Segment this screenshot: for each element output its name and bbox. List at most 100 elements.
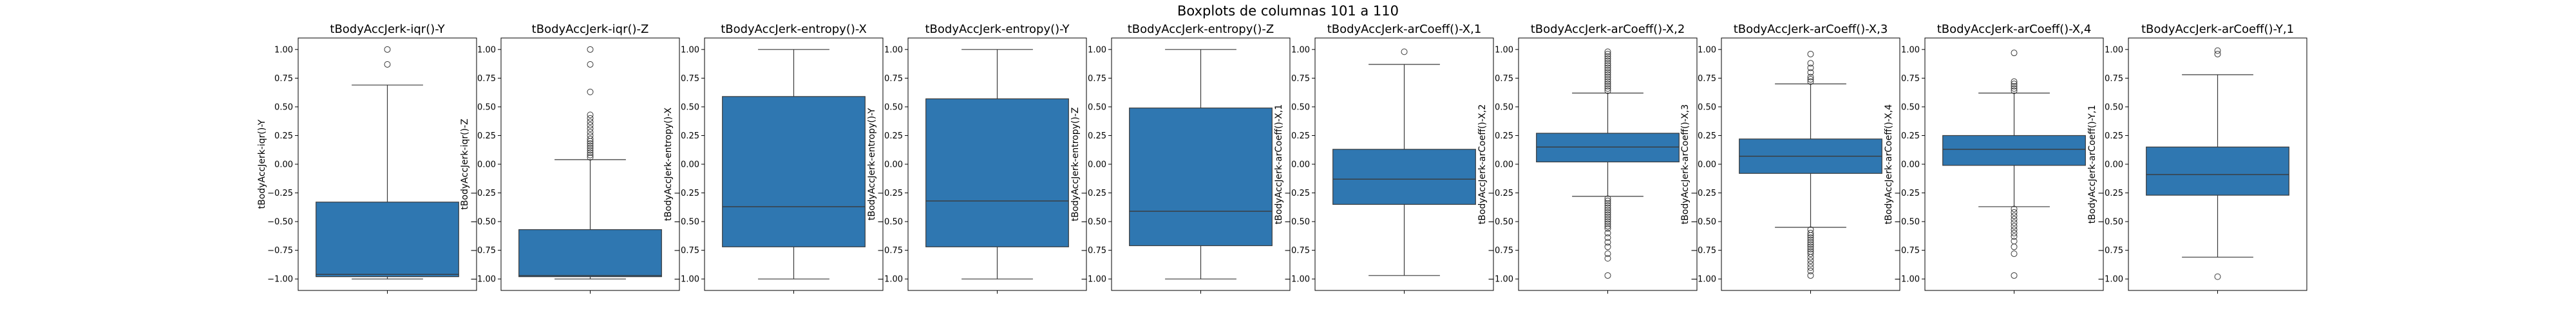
outlier-point bbox=[1604, 216, 1611, 223]
y-tick-label: −0.50 bbox=[470, 218, 496, 227]
outlier-point bbox=[2011, 223, 2018, 230]
outlier-point bbox=[1604, 202, 1611, 209]
y-tick-label: 0.25 bbox=[681, 131, 699, 141]
outlier-point bbox=[1604, 239, 1611, 246]
outlier-point bbox=[587, 142, 594, 149]
outlier-point bbox=[587, 135, 594, 142]
y-tick-label: −0.25 bbox=[877, 189, 903, 198]
outlier-point bbox=[1807, 232, 1814, 239]
outlier-point bbox=[587, 61, 594, 68]
y-tick-label: 0.00 bbox=[1088, 160, 1106, 170]
outlier-point bbox=[1807, 73, 1814, 80]
outlier-point bbox=[1604, 209, 1611, 216]
outlier-point bbox=[2011, 243, 2018, 251]
panel-title: tBodyAccJerk-arCoeff()-X,2 bbox=[1531, 23, 1685, 36]
y-tick-label: 0.75 bbox=[1291, 74, 1310, 84]
outlier-point bbox=[2011, 226, 2018, 233]
outlier-point bbox=[1807, 78, 1814, 85]
iqr-box bbox=[1942, 135, 2086, 166]
outlier-point bbox=[2011, 272, 2018, 279]
y-tick-label: 0.00 bbox=[1291, 160, 1310, 170]
panel-3: tBodyAccJerk-entropy()-X tBodyAccJerk-ent… bbox=[663, 23, 884, 294]
y-tick-label: −0.25 bbox=[1284, 189, 1310, 198]
outlier-point bbox=[1604, 78, 1611, 85]
y-axis-label: tBodyAccJerk-arCoeff()-X,4 bbox=[1884, 104, 1894, 224]
outlier-point bbox=[1807, 229, 1814, 236]
y-tick-label: 1.00 bbox=[681, 45, 699, 55]
y-tick-label: 0.75 bbox=[1698, 74, 1716, 84]
outlier-point bbox=[587, 145, 594, 152]
outlier-point bbox=[2011, 213, 2018, 220]
plot-frame bbox=[1314, 37, 1494, 291]
panel-4: tBodyAccJerk-entropy()-Y tBodyAccJerk-ent… bbox=[867, 23, 1087, 294]
outlier-point bbox=[384, 46, 391, 53]
y-tick-label: 0.25 bbox=[884, 131, 903, 141]
y-tick-label: 0.50 bbox=[1495, 102, 1513, 112]
plot-frame bbox=[1924, 37, 2104, 291]
outlier-point bbox=[587, 111, 594, 118]
outlier-point bbox=[1604, 204, 1611, 211]
y-axis-label: tBodyAccJerk-iqr()-Y bbox=[257, 119, 267, 209]
outlier-point bbox=[1604, 71, 1611, 79]
y-tick-label: −1.00 bbox=[877, 275, 903, 285]
outlier-point bbox=[2011, 78, 2018, 85]
outlier-point bbox=[1604, 255, 1611, 262]
y-tick-label: −0.25 bbox=[674, 189, 699, 198]
panel-2: tBodyAccJerk-iqr()-Z tBodyAccJerk-iqr()-Z… bbox=[460, 23, 680, 294]
y-axis-label: tBodyAccJerk-entropy()-Z bbox=[1070, 108, 1081, 222]
outlier-point bbox=[1807, 236, 1814, 243]
outlier-point bbox=[1604, 195, 1611, 202]
outlier-point bbox=[2011, 219, 2018, 226]
y-tick-label: −0.25 bbox=[2098, 189, 2123, 198]
y-axis-label: tBodyAccJerk-iqr()-Z bbox=[460, 118, 470, 209]
y-tick-label: 0.50 bbox=[1088, 102, 1106, 112]
y-tick-label: 0.75 bbox=[884, 74, 903, 84]
iqr-box bbox=[1129, 108, 1273, 247]
y-tick-label: −0.25 bbox=[1690, 189, 1716, 198]
plot-frame bbox=[2128, 37, 2307, 291]
iqr-box bbox=[1332, 149, 1476, 205]
panel-7: tBodyAccJerk-arCoeff()-X,2 tBodyAccJerk-a… bbox=[1477, 23, 1698, 294]
outlier-point bbox=[1807, 267, 1814, 274]
y-tick-label: −0.25 bbox=[1894, 189, 1920, 198]
y-tick-label: 0.50 bbox=[1901, 102, 1920, 112]
outlier-point bbox=[1807, 243, 1814, 251]
outlier-point bbox=[1604, 60, 1611, 67]
iqr-box bbox=[316, 202, 459, 278]
outlier-point bbox=[1604, 48, 1611, 55]
y-tick-label: −0.75 bbox=[1081, 246, 1106, 256]
panel-title: tBodyAccJerk-entropy()-X bbox=[721, 23, 867, 36]
plot-frame bbox=[704, 37, 884, 291]
outlier-point bbox=[1604, 80, 1611, 88]
y-tick-label: 0.25 bbox=[2105, 131, 2123, 141]
panel-title: tBodyAccJerk-arCoeff()-X,1 bbox=[1327, 23, 1482, 36]
outlier-point bbox=[2011, 229, 2018, 236]
panel-8: tBodyAccJerk-arCoeff()-X,3 tBodyAccJerk-a… bbox=[1680, 23, 1900, 294]
outlier-point bbox=[2214, 50, 2221, 57]
y-tick-label: 1.00 bbox=[2105, 45, 2123, 55]
outlier-point bbox=[1807, 241, 1814, 248]
y-tick-label: 0.00 bbox=[1698, 160, 1716, 170]
y-tick-label: −0.75 bbox=[877, 246, 903, 256]
outlier-point bbox=[587, 122, 594, 129]
outlier-point bbox=[587, 132, 594, 139]
y-tick-label: 0.00 bbox=[681, 160, 699, 170]
y-tick-label: 0.50 bbox=[1291, 102, 1310, 112]
y-tick-label: −1.00 bbox=[1081, 275, 1106, 285]
y-tick-label: −1.00 bbox=[1284, 275, 1310, 285]
panels-group: tBodyAccJerk-iqr()-Y tBodyAccJerk-iqr()-Y… bbox=[257, 23, 2307, 294]
y-tick-label: 0.75 bbox=[274, 74, 293, 84]
y-axis-label: tBodyAccJerk-arCoeff()-X,3 bbox=[1680, 104, 1690, 224]
outlier-point bbox=[2011, 87, 2018, 94]
outlier-point bbox=[2011, 216, 2018, 223]
outlier-point bbox=[2011, 80, 2018, 88]
y-tick-label: 0.50 bbox=[274, 102, 293, 112]
y-tick-label: 0.00 bbox=[477, 160, 496, 170]
outlier-point bbox=[1807, 50, 1814, 57]
figure-title: Boxplots de columnas 101 a 110 bbox=[1177, 3, 1399, 19]
iqr-box bbox=[1536, 133, 1680, 163]
outlier-point bbox=[1401, 48, 1408, 55]
y-tick-label: −0.25 bbox=[267, 189, 293, 198]
outlier-point bbox=[1807, 239, 1814, 246]
outlier-point bbox=[587, 140, 594, 147]
